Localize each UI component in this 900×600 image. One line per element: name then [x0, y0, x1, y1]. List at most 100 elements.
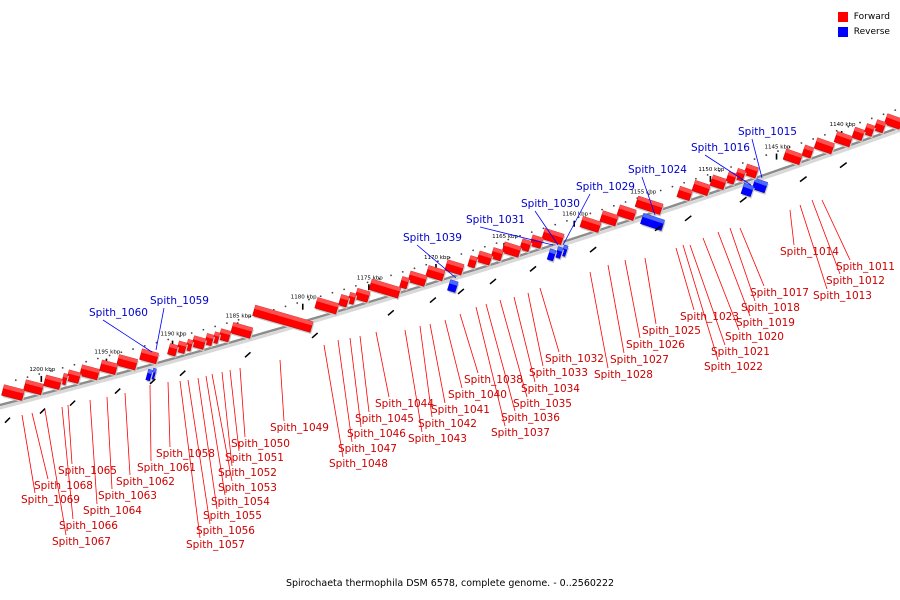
gene-label: Spith_1030 — [521, 198, 580, 210]
gene-leader-line — [124, 392, 131, 476]
gene-label: Spith_1047 — [338, 443, 397, 455]
gene-forward — [863, 123, 876, 139]
feature-mark — [149, 378, 156, 385]
gene-forward — [61, 373, 70, 387]
gene-leader-line — [187, 379, 211, 525]
gene-leader-line — [205, 375, 226, 496]
gene-label: Spith_1020 — [725, 331, 784, 343]
gene-leader-line — [44, 409, 67, 536]
gene-label: Spith_1048 — [329, 458, 388, 470]
gene-leader-line — [229, 369, 240, 452]
gene-reverse — [546, 248, 558, 263]
gene-label: Spith_1012 — [826, 275, 885, 287]
gene-forward — [66, 369, 82, 386]
gene-leader-line — [444, 319, 463, 389]
gene-label: Spith_1065 — [58, 465, 117, 477]
gene-label: Spith_1062 — [116, 476, 175, 488]
gene-label: Spith_1049 — [270, 422, 329, 434]
gene-leader-line — [429, 323, 446, 404]
gene-label: Spith_1018 — [741, 302, 800, 314]
tick-label: 1180 kbp — [291, 295, 317, 301]
gene-leader-line — [221, 371, 233, 467]
feature-mark — [457, 288, 465, 295]
gene-leader-line — [624, 259, 641, 339]
gene-leader-line — [729, 227, 756, 302]
gene-label: Spith_1038 — [464, 374, 523, 386]
feature-mark — [739, 196, 747, 203]
gene-reverse — [145, 368, 154, 383]
gene-forward — [873, 119, 887, 135]
gene-leader-line — [821, 199, 851, 261]
gene-leader-line — [179, 380, 201, 539]
gene-label: Spith_1026 — [626, 339, 685, 351]
gene-forward — [519, 238, 533, 254]
gene-leader-line — [527, 292, 544, 367]
gene-label: Spith_1022 — [704, 361, 763, 373]
gene-forward — [883, 113, 900, 132]
gene-reverse — [740, 182, 755, 199]
genome-caption: Spirochaeta thermophila DSM 6578, comple… — [285, 578, 615, 589]
gene-forward — [743, 163, 760, 181]
gene-leader-line — [607, 264, 625, 354]
gene-forward — [490, 247, 505, 263]
gene-forward — [476, 250, 494, 268]
gene-forward — [79, 364, 101, 382]
gene-label: Spith_1050 — [231, 438, 290, 450]
feature-mark — [839, 162, 848, 169]
tick-label: 1190 kbp — [161, 332, 187, 338]
gene-label: Spith_1025 — [642, 325, 701, 337]
tick-label: 1170 kbp — [424, 255, 450, 261]
gene-reverse — [751, 178, 769, 195]
feature-mark — [114, 387, 121, 395]
gene-label: Spith_1060 — [89, 307, 148, 319]
gene-label: Spith_1042 — [418, 418, 477, 430]
gene-forward — [176, 340, 189, 356]
gene-leader-line — [589, 271, 609, 369]
gene-forward — [501, 241, 523, 260]
gene-label: Spith_1064 — [83, 505, 142, 517]
gene-forward — [616, 204, 638, 223]
legend-label-forward: Forward — [853, 11, 890, 22]
gene-label: Spith_1058 — [156, 448, 215, 460]
gene-label: Spith_1033 — [529, 367, 588, 379]
gene-label: Spith_1013 — [813, 290, 872, 302]
gene-leader-line — [751, 138, 763, 179]
gene-reverse — [554, 246, 565, 261]
gene-forward — [467, 255, 479, 270]
gene-leader-line — [89, 399, 98, 505]
gene-label: Spith_1055 — [203, 510, 262, 522]
gene-label: Spith_1059 — [150, 295, 209, 307]
gene-leader-line — [239, 367, 246, 438]
feature-mark — [69, 400, 76, 407]
gene-leader-line — [404, 329, 423, 433]
gene-forward — [425, 265, 447, 283]
gene-forward — [139, 348, 160, 366]
gene-label: Spith_1044 — [375, 398, 434, 410]
gene-label: Spith_1067 — [52, 536, 111, 548]
gene-label: Spith_1014 — [780, 246, 839, 258]
feature-mark — [387, 309, 395, 316]
gene-label: Spith_1040 — [448, 389, 507, 401]
tick-label: 1155 kbp — [630, 190, 656, 196]
gene-label: Spith_1023 — [680, 311, 739, 323]
gene-leader-line — [211, 373, 233, 482]
gene-forward — [204, 333, 216, 348]
feature-mark — [654, 225, 662, 232]
gene-leader-line — [416, 244, 457, 279]
gene-forward — [813, 137, 836, 156]
feature-mark — [311, 332, 319, 339]
gene-forward — [782, 148, 804, 167]
gene-leader-line — [513, 296, 536, 383]
gene-label: Spith_1052 — [218, 467, 277, 479]
gene-leader-line — [419, 325, 433, 418]
gene-leader-line — [675, 247, 695, 311]
gene-forward — [167, 343, 180, 359]
gene-leader-line — [717, 231, 751, 317]
tick-label: 1160 kbp — [562, 212, 588, 218]
gene-label: Spith_1043 — [408, 433, 467, 445]
gene-forward — [851, 126, 866, 143]
gene-leader-line — [167, 381, 171, 448]
gene-leader-line — [31, 412, 49, 480]
tick-label: 1175 kbp — [357, 275, 383, 281]
gene-label: Spith_1054 — [211, 496, 270, 508]
